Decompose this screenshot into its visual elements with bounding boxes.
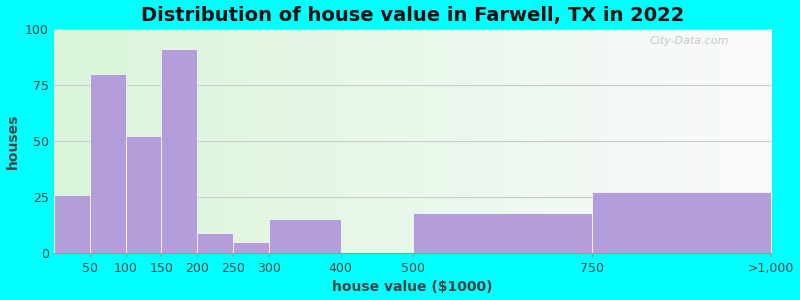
Text: City-Data.com: City-Data.com bbox=[650, 36, 729, 46]
Y-axis label: houses: houses bbox=[6, 113, 19, 169]
Bar bbox=[198, 233, 233, 253]
Bar bbox=[90, 74, 126, 253]
Bar bbox=[126, 136, 162, 253]
X-axis label: house value ($1000): house value ($1000) bbox=[332, 280, 493, 294]
Bar bbox=[269, 219, 341, 253]
Bar bbox=[592, 192, 771, 253]
Bar bbox=[233, 242, 269, 253]
Title: Distribution of house value in Farwell, TX in 2022: Distribution of house value in Farwell, … bbox=[141, 6, 684, 25]
Bar bbox=[162, 49, 198, 253]
Bar bbox=[413, 212, 592, 253]
Bar bbox=[54, 195, 90, 253]
